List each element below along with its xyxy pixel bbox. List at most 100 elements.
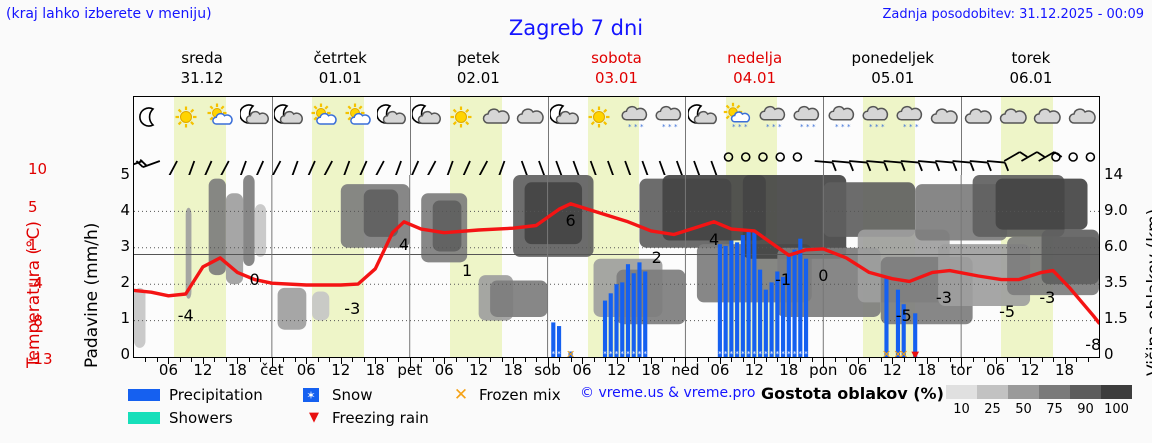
menu-hint: (kraj lahko izberete v meniju) <box>6 6 212 22</box>
snow-marker-19: * <box>764 350 768 357</box>
day-header-5: nedelja 04.01 <box>686 48 824 90</box>
cloud-scale-label-50: 50 <box>1015 402 1032 417</box>
time-minor-tick <box>777 358 779 362</box>
day-separator-5 <box>823 97 825 139</box>
time-minor-tick <box>156 358 158 362</box>
svg-text:*: * <box>812 123 816 131</box>
svg-text:*: * <box>869 123 873 131</box>
weather-icon-sun-snow: * * * <box>720 102 754 132</box>
weather-icon-snow-cloud: * * * <box>617 102 651 132</box>
time-minor-tick <box>524 358 526 362</box>
time-label-18: 18 <box>641 361 661 379</box>
weather-icon-moon-cloud <box>410 102 444 132</box>
cloud-blob-23 <box>823 182 916 237</box>
precip-bar-14 <box>735 242 740 357</box>
day-header-7: torek 06.01 <box>962 48 1100 90</box>
precip-bar-24 <box>792 249 797 357</box>
cloud-height-axis-title-text: Višina oblakov (km) <box>1144 208 1152 376</box>
time-label-18: 18 <box>1054 361 1075 379</box>
time-label-sob: sob <box>534 361 561 379</box>
day-name: torek <box>1011 49 1051 67</box>
time-minor-tick <box>248 358 250 362</box>
copyright-link[interactable]: © vreme.us & vreme.pro <box>580 385 756 401</box>
precip-bar-27 <box>884 276 889 357</box>
time-minor-tick <box>283 358 285 362</box>
snow-marker-7: * <box>626 350 630 357</box>
time-label-06: 06 <box>296 361 316 379</box>
meteogram-chart[interactable]: * * ✕ * * * * * * * * * * * * * * * * * * * * * * * * ✕ ✕ ✕ ▼ -4 0 -3 4 1 6 2… <box>134 175 1099 357</box>
weather-icon-moon-cloud <box>272 102 306 132</box>
time-minor-tick <box>880 358 882 362</box>
cloud-blob-5 <box>254 204 267 257</box>
time-minor-tick <box>800 358 802 362</box>
time-minor-tick <box>903 358 905 362</box>
svg-text:*: * <box>847 123 851 131</box>
time-minor-tick <box>742 358 744 362</box>
temperature-value-label: 0 <box>818 266 829 285</box>
day-header-6: ponedeljek 05.01 <box>824 48 962 90</box>
weather-icon-moon <box>134 102 168 132</box>
time-tick <box>1064 358 1066 364</box>
temperature-value-label: 6 <box>565 211 576 231</box>
day-separator-3 <box>547 97 549 139</box>
temperature-value-label: 4 <box>398 235 410 255</box>
time-minor-tick <box>605 358 606 362</box>
precip-bar-8 <box>631 273 636 357</box>
precip-tick-0: 0 <box>120 345 130 363</box>
time-minor-tick <box>432 358 434 362</box>
frozen-mix-icon: ✕ <box>453 385 469 405</box>
cloud-blob-0 <box>134 287 146 348</box>
day-separator-6 <box>961 97 963 139</box>
cloud-scale-label-10: 10 <box>953 402 970 417</box>
precip-bar-21 <box>775 271 780 357</box>
legend-freezing-rain: ▼ Freezing rain <box>303 407 429 429</box>
time-minor-tick <box>869 358 871 362</box>
cloud-blob-1 <box>185 207 192 299</box>
time-tick <box>926 358 928 364</box>
time-minor-tick <box>949 358 951 362</box>
svg-text:*: * <box>766 123 770 131</box>
time-tick <box>444 358 446 364</box>
day-separator-2 <box>409 97 411 139</box>
precip-bar-15 <box>740 235 745 357</box>
time-tick <box>271 358 273 367</box>
legend-frozen-mix: ✕ Frozen mix <box>450 384 561 406</box>
weather-icon-snow-cloud: * * * <box>789 102 823 132</box>
time-tick <box>513 358 515 364</box>
day-header-1: sreda 31.12 <box>133 48 271 90</box>
precip-tick-5: 5 <box>120 165 130 183</box>
snow-marker-9: * <box>638 350 642 357</box>
temp-tick-10: 10 <box>28 160 48 178</box>
precip-bar-19 <box>763 289 768 357</box>
svg-text:*: * <box>668 123 672 131</box>
temperature-axis-title-text: Temperatura (°C) <box>24 220 44 368</box>
time-minor-tick <box>260 358 262 362</box>
snow-marker-20: * <box>770 350 774 357</box>
legend-frozen-mix-label: Frozen mix <box>479 386 561 404</box>
daylight-band-6 <box>863 139 916 175</box>
day-name: četrtek <box>313 49 367 67</box>
weather-icon-cloud <box>927 102 961 132</box>
day-separator-5 <box>823 139 825 175</box>
legend-precipitation-label: Precipitation <box>169 386 263 404</box>
day-date: 05.01 <box>871 69 915 87</box>
cloud-scale-swatch-75 <box>1039 385 1070 399</box>
svg-text:*: * <box>903 123 907 131</box>
time-tick <box>409 358 411 367</box>
frozen-mix-marker-29: ✕ <box>899 348 908 357</box>
time-tick <box>788 358 790 364</box>
cloud-blob-21 <box>742 175 847 259</box>
cloud-tick-0: 0 <box>1104 345 1114 363</box>
legend-showers-label: Showers <box>169 409 233 427</box>
svg-text:*: * <box>800 123 804 131</box>
time-minor-tick <box>214 358 216 362</box>
time-minor-tick <box>467 358 469 362</box>
time-label-12: 12 <box>193 361 213 379</box>
time-minor-tick <box>536 358 538 362</box>
precip-bar-10 <box>643 271 648 357</box>
precip-bar-25 <box>798 238 803 357</box>
precip-bar-18 <box>758 269 763 357</box>
time-label-12: 12 <box>331 361 351 379</box>
time-label-12: 12 <box>882 361 902 379</box>
time-minor-tick <box>1087 358 1089 362</box>
